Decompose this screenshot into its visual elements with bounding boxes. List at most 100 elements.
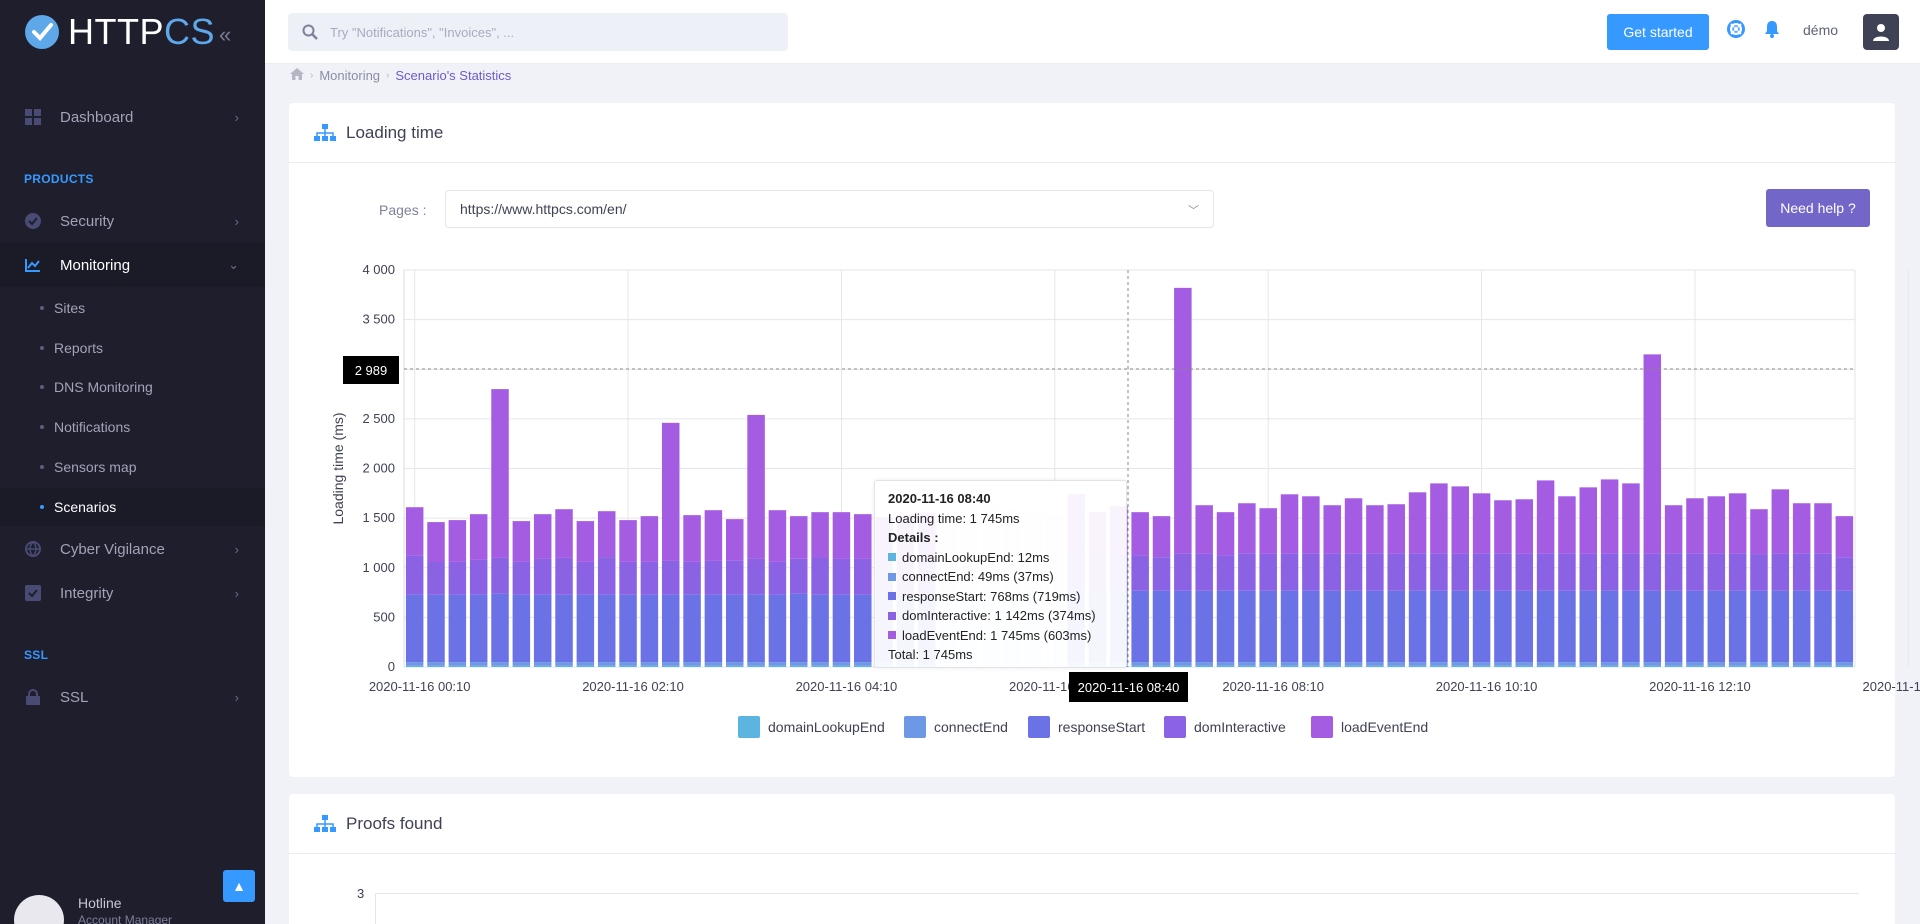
chevron-right-icon: › [234, 213, 239, 229]
line-chart-icon [24, 256, 42, 274]
tooltip-line: domainLookupEnd: 12ms [902, 549, 1050, 565]
legend-connectend[interactable]: connectEnd [904, 716, 1008, 738]
tooltip-row: domInteractive: 1 142ms (374ms) [888, 606, 1113, 626]
crosshair-x-label: 2020-11-16 08:40 [1069, 672, 1188, 702]
user-name[interactable]: démo [1803, 22, 1839, 38]
legend-label: connectEnd [934, 719, 1008, 735]
hotline-contact[interactable]: Hotline Account Manager [14, 895, 172, 924]
need-help-button[interactable]: Need help ? [1766, 189, 1870, 227]
sub-item-label: Scenarios [54, 499, 117, 515]
tooltip-row: connectEnd: 49ms (37ms) [888, 567, 1113, 587]
search-bar[interactable] [288, 13, 788, 51]
avatar [14, 895, 64, 924]
legend-label: loadEventEnd [1341, 719, 1429, 735]
search-icon [302, 24, 318, 40]
legend-label: responseStart [1058, 719, 1146, 735]
sub-item-notifications[interactable]: Notifications [0, 408, 265, 446]
sub-item-label: DNS Monitoring [54, 379, 153, 395]
sub-item-label: Reports [54, 340, 104, 356]
legend-swatch [738, 716, 760, 738]
sub-item-dns-monitoring[interactable]: DNS Monitoring [0, 368, 265, 406]
lock-icon [24, 688, 42, 706]
crosshair-y-label: 2 989 [343, 356, 399, 384]
nav-integrity-label: Integrity [60, 584, 114, 602]
get-started-button[interactable]: Get started [1607, 14, 1709, 50]
sitemap-icon [314, 123, 336, 141]
sub-item-label: Sites [54, 300, 86, 316]
pages-select-value: https://www.httpcs.com/en/ [460, 201, 627, 217]
bullet-icon [40, 346, 44, 350]
nav-ssl-label: SSL [60, 688, 89, 706]
sub-item-scenarios[interactable]: Scenarios [0, 488, 265, 526]
bullet-icon [40, 505, 44, 509]
sub-item-sites[interactable]: Sites [0, 289, 265, 327]
nav-dashboard[interactable]: Dashboard › [0, 95, 265, 139]
user-avatar[interactable] [1863, 14, 1899, 50]
legend-domainlookupend[interactable]: domainLookupEnd [738, 716, 885, 738]
tooltip-loading: Loading time: 1 745ms [888, 510, 1020, 526]
dashboard-icon [24, 108, 42, 126]
tooltip-total: Total: 1 745ms [888, 647, 973, 662]
home-icon[interactable] [290, 68, 304, 83]
chevron-right-icon: › [234, 109, 239, 125]
chart-tooltip: 2020-11-16 08:40 Loading time: 1 745ms D… [874, 480, 1127, 668]
swatch-icon [888, 592, 896, 601]
legend-loadeventend[interactable]: loadEventEnd [1311, 716, 1428, 738]
brand-name: HTTPCS [68, 11, 216, 52]
nav-monitoring[interactable]: Monitoring ⌄ [0, 243, 265, 287]
proofs-y-tick: 3 [357, 886, 365, 901]
bell-icon[interactable] [1764, 20, 1780, 43]
sidebar: HTTPCS « Dashboard › PRODUCTS Security ›… [0, 0, 265, 924]
swatch-icon [888, 611, 896, 620]
breadcrumb-current: Scenario's Statistics [395, 68, 512, 83]
nav-cyber-vigilance-label: Cyber Vigilance [60, 540, 165, 558]
breadcrumb-separator: › [386, 70, 390, 81]
account-manager-label: Account Manager [78, 913, 173, 924]
swatch-icon [888, 572, 896, 581]
swatch-icon [888, 631, 896, 640]
chevron-down-icon: ﹀ [1188, 205, 1199, 217]
legend-dominteractive[interactable]: domInteractive [1164, 716, 1286, 738]
nav-dashboard-label: Dashboard [60, 108, 134, 126]
legend-swatch [1028, 716, 1050, 738]
scroll-top-button[interactable]: ▲ [223, 870, 255, 902]
globe-icon [24, 540, 42, 558]
chevron-right-icon: › [234, 585, 239, 601]
breadcrumb-monitoring[interactable]: Monitoring [319, 68, 381, 83]
lifebuoy-icon[interactable] [1727, 20, 1745, 43]
pages-select[interactable]: https://www.httpcs.com/en/ ﹀ [445, 190, 1214, 228]
nav-integrity[interactable]: Integrity › [0, 571, 265, 615]
tooltip-row: responseStart: 768ms (719ms) [888, 587, 1113, 607]
pages-label: Pages : [379, 202, 427, 218]
section-products: PRODUCTS [24, 172, 94, 186]
brand-logo[interactable]: HTTPCS [24, 14, 215, 50]
tooltip-line: connectEnd: 49ms (37ms) [902, 569, 1054, 584]
swatch-icon [888, 553, 896, 562]
sub-item-sensors-map[interactable]: Sensors map [0, 448, 265, 486]
tooltip-details-label: Details : [888, 530, 939, 545]
nav-cyber-vigilance[interactable]: Cyber Vigilance › [0, 527, 265, 571]
search-input[interactable] [330, 24, 770, 40]
tooltip-row: domainLookupEnd: 12ms [888, 548, 1113, 568]
grid-line [375, 893, 376, 924]
card-title: Loading time [346, 122, 444, 142]
nav-security-label: Security [60, 212, 115, 230]
hotline-label: Hotline [78, 895, 122, 911]
nav-security[interactable]: Security › [0, 199, 265, 243]
tooltip-line: loadEventEnd: 1 745ms (603ms) [902, 627, 1092, 643]
legend-swatch [1311, 716, 1333, 738]
grid-line [375, 893, 1859, 894]
sub-item-reports[interactable]: Reports [0, 329, 265, 367]
legend-swatch [1164, 716, 1186, 738]
tooltip-row: loadEventEnd: 1 745ms (603ms) [888, 626, 1113, 646]
bullet-icon [40, 425, 44, 429]
sub-item-label: Notifications [54, 419, 131, 435]
legend-label: domInteractive [1194, 719, 1286, 735]
collapse-sidebar-icon[interactable]: « [219, 22, 232, 47]
bullet-icon [40, 465, 44, 469]
shield-check-icon [24, 212, 42, 230]
nav-ssl[interactable]: SSL › [0, 675, 265, 719]
card-title: Proofs found [346, 813, 443, 833]
bullet-icon [40, 306, 44, 310]
legend-responsestart[interactable]: responseStart [1028, 716, 1145, 738]
